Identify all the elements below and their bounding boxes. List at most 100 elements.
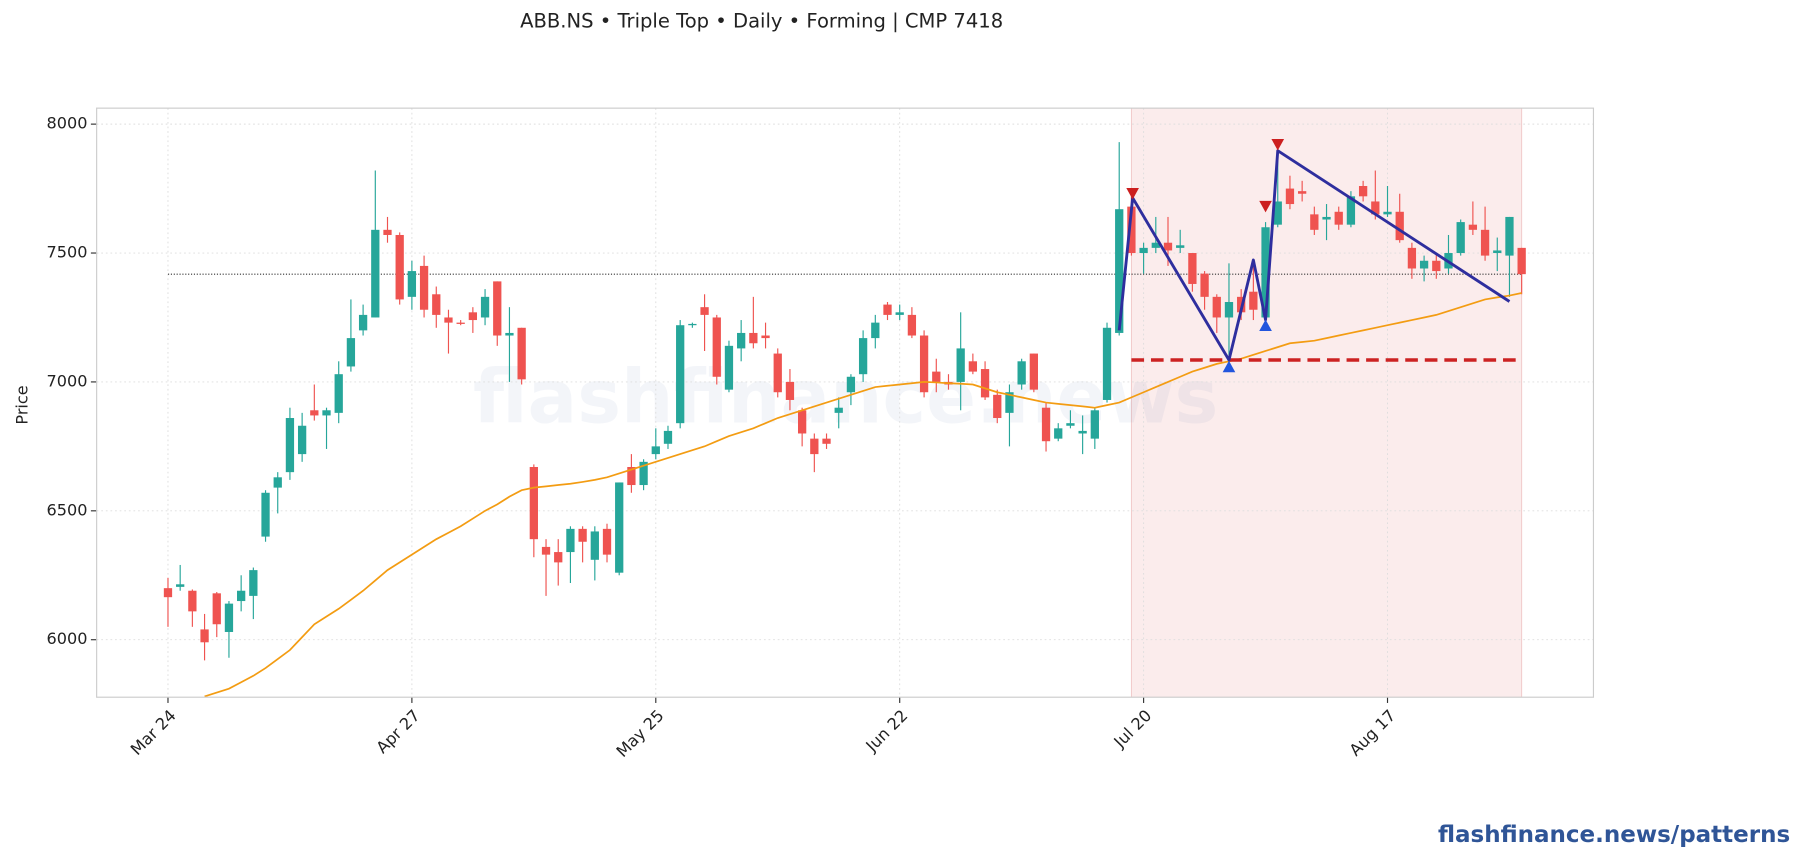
candle-body xyxy=(1505,216,1514,256)
candle-body xyxy=(785,381,795,400)
candle-body xyxy=(517,327,526,380)
candle-body xyxy=(980,369,990,398)
candle-body xyxy=(200,629,209,643)
candle-body xyxy=(700,307,709,315)
candle-body xyxy=(419,265,429,310)
y-tick-label: 7500 xyxy=(46,243,87,262)
candle-body xyxy=(383,229,392,235)
candle-body xyxy=(993,394,1002,419)
candle-body xyxy=(858,338,868,375)
candle-body xyxy=(188,590,197,612)
y-tick-label: 6000 xyxy=(46,629,87,648)
peak-marker xyxy=(1271,139,1285,151)
candle-body xyxy=(724,345,734,390)
candle-body xyxy=(566,528,575,553)
peak-marker xyxy=(1126,187,1139,200)
x-tick-label: Jul 20 xyxy=(1109,706,1155,752)
candle-body xyxy=(285,418,295,473)
candle-body xyxy=(310,410,319,416)
candle-body xyxy=(1322,216,1331,220)
candle-body xyxy=(1115,209,1124,333)
candle-body xyxy=(1395,211,1404,241)
candle-body xyxy=(322,410,331,416)
candle-body xyxy=(1017,361,1026,385)
candle-body xyxy=(432,294,441,315)
candle-body xyxy=(1334,211,1343,225)
candle-body xyxy=(1517,247,1526,275)
candle-body xyxy=(529,466,538,540)
candle-body xyxy=(1249,291,1258,310)
candle-body xyxy=(1005,392,1014,413)
candle-body xyxy=(407,271,417,297)
candle-body xyxy=(212,593,221,625)
peak-marker xyxy=(1259,200,1272,213)
candle-body xyxy=(456,322,465,324)
candle-body xyxy=(1468,224,1478,230)
candle-body xyxy=(895,312,904,315)
candle-body xyxy=(249,570,258,596)
candle-body xyxy=(163,588,173,598)
candle-body xyxy=(334,374,343,413)
candle-body xyxy=(737,332,746,349)
candle-body xyxy=(176,584,185,587)
candle-body xyxy=(846,376,856,393)
candle-body xyxy=(1456,222,1465,254)
candle-body xyxy=(639,461,648,486)
candle-body xyxy=(578,528,587,542)
candle-body xyxy=(273,477,282,488)
candle-body xyxy=(1212,296,1221,318)
candle-body xyxy=(346,338,356,367)
candle-body xyxy=(1127,206,1136,254)
candle-body xyxy=(1407,247,1417,269)
candle-body xyxy=(505,332,514,336)
candle-body xyxy=(1176,245,1185,248)
footer: flashfinance.news/patterns xyxy=(1438,822,1790,848)
candle-body xyxy=(468,312,478,321)
candle-body xyxy=(602,528,612,555)
candle-body xyxy=(1054,428,1063,439)
chart-title: ABB.NS • Triple Top • Daily • Forming | … xyxy=(520,9,1003,32)
candle-body xyxy=(541,546,551,555)
candle-body xyxy=(1102,327,1112,400)
candle-body xyxy=(1078,430,1087,434)
y-axis-label: Price xyxy=(13,385,32,424)
candle-body xyxy=(1029,353,1038,390)
candle-body xyxy=(493,281,502,336)
candle-body xyxy=(797,410,807,434)
candle-body xyxy=(712,317,721,377)
moving-average xyxy=(204,292,1522,698)
candle-body xyxy=(590,531,599,560)
candle-body xyxy=(615,482,624,573)
candle-body xyxy=(1224,302,1234,318)
candle-body xyxy=(663,430,673,444)
candle-body xyxy=(1432,260,1441,272)
candle-body xyxy=(907,314,917,336)
candle-body xyxy=(1310,214,1319,230)
candle-body xyxy=(1261,227,1270,318)
plot-frame xyxy=(96,107,1595,698)
candle-body xyxy=(1285,188,1295,205)
trough-marker xyxy=(1259,319,1272,331)
candle-body xyxy=(224,603,234,632)
candle-body xyxy=(651,446,660,455)
candle-body xyxy=(1041,407,1051,442)
candle-body xyxy=(261,492,270,537)
plot-area: flashfinance.news xyxy=(96,108,1594,698)
candle-body xyxy=(297,425,307,455)
candle-body xyxy=(371,229,380,318)
candle-body xyxy=(822,438,831,444)
candle-body xyxy=(1298,191,1307,194)
candle-body xyxy=(237,590,246,602)
candle-body xyxy=(1139,247,1148,254)
candle-body xyxy=(968,361,978,372)
candle-body xyxy=(1480,229,1490,256)
candle-body xyxy=(1419,260,1429,269)
candle-body xyxy=(834,407,843,413)
x-tick-label: Aug 17 xyxy=(1346,706,1400,760)
candle-body xyxy=(1200,273,1209,297)
trough-marker xyxy=(1222,360,1236,373)
y-tick-label: 7000 xyxy=(46,371,87,390)
candle-body xyxy=(1371,201,1380,215)
